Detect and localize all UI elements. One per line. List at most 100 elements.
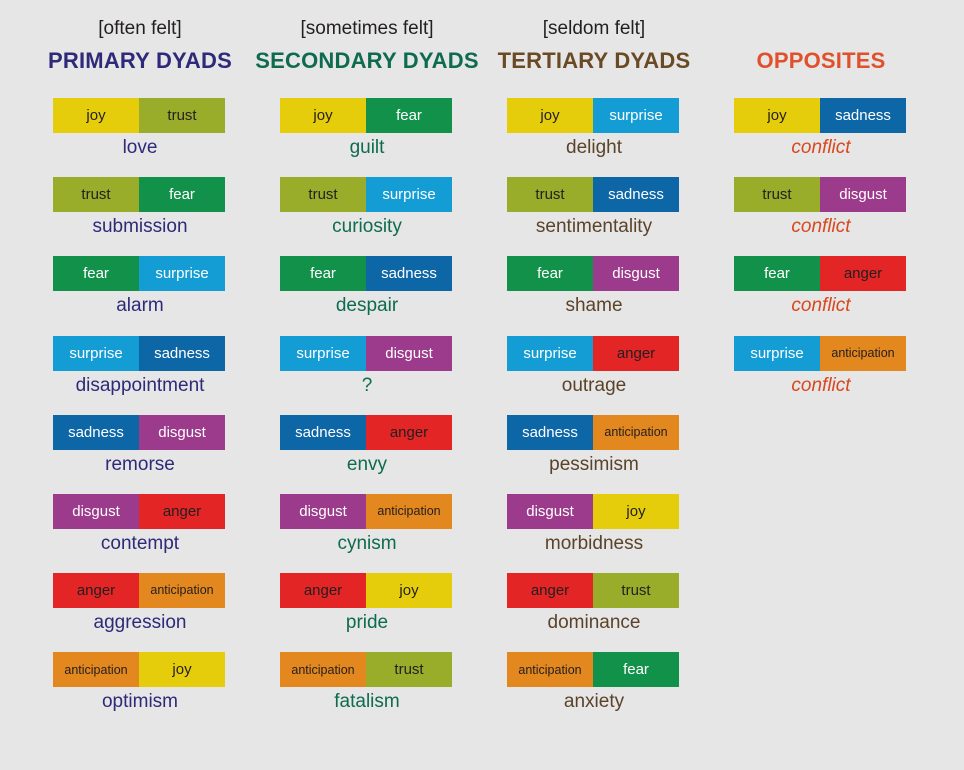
dyad-result-label: alarm: [116, 295, 164, 317]
dyad-pair: sadness anticipation: [507, 414, 679, 450]
emotion-a-chip: disgust: [53, 494, 139, 529]
emotion-b-chip: sadness: [820, 98, 906, 133]
emotion-a-chip: anticipation: [280, 652, 366, 688]
dyad-pair: sadness anger: [280, 414, 452, 450]
dyad-result-label: conflict: [791, 374, 851, 396]
dyad-pair: joy surprise: [507, 98, 679, 133]
emotion-b-chip: joy: [593, 494, 679, 529]
emotion-a-chip: surprise: [53, 335, 139, 371]
dyad-result-label: delight: [566, 137, 622, 158]
emotion-a-chip: trust: [507, 177, 593, 213]
emotion-b-chip: anger: [593, 335, 679, 371]
dyad-result-label: sentimentality: [535, 216, 653, 238]
emotion-b-chip: fear: [366, 98, 452, 133]
emotion-b-chip: sadness: [366, 256, 452, 292]
dyad-pair: surprise sadness: [53, 335, 225, 371]
dyad-pair: anticipation fear: [507, 652, 679, 688]
emotion-b-chip: fear: [139, 177, 225, 213]
dyad-pair: joy sadness: [734, 98, 906, 133]
dyad-result-label: outrage: [561, 374, 627, 396]
emotion-a-chip: sadness: [507, 414, 593, 450]
emotion-a-chip: joy: [734, 98, 820, 133]
emotion-a-chip: disgust: [280, 494, 366, 529]
dyad-pair: trust surprise: [280, 177, 452, 213]
emotion-a-chip: trust: [280, 177, 366, 213]
dyad-pair: surprise anticipation: [734, 335, 906, 371]
emotion-a-chip: anticipation: [507, 652, 593, 688]
dyad-result-label: despair: [335, 295, 399, 317]
emotion-b-chip: joy: [366, 573, 452, 609]
dyad-pair: anticipation trust: [280, 652, 452, 688]
emotion-b-chip: anticipation: [139, 573, 225, 609]
emotion-a-chip: trust: [734, 177, 820, 213]
emotion-b-chip: disgust: [366, 335, 452, 371]
emotion-a-chip: joy: [53, 98, 139, 133]
emotion-a-chip: trust: [53, 177, 139, 213]
emotion-a-chip: fear: [53, 256, 139, 292]
dyad-pair: trust disgust: [734, 177, 906, 213]
dyad-pair: trust sadness: [507, 177, 679, 213]
dyad-result-label: cynism: [337, 533, 397, 554]
emotion-a-chip: fear: [507, 256, 593, 292]
emotion-a-chip: sadness: [280, 414, 366, 450]
dyad-pair: joy fear: [280, 98, 452, 133]
emotion-a-chip: joy: [280, 98, 366, 133]
emotion-a-chip: surprise: [734, 335, 820, 371]
emotion-b-chip: surprise: [139, 256, 225, 292]
dyad-result-label: fatalism: [334, 691, 400, 713]
emotion-b-chip: surprise: [593, 98, 679, 133]
dyad-pair: fear surprise: [53, 256, 225, 292]
dyad-result-label: dominance: [547, 612, 641, 634]
emotion-a-chip: anger: [507, 573, 593, 609]
dyad-result-label: curiosity: [332, 216, 402, 238]
emotion-a-chip: surprise: [507, 335, 593, 371]
dyad-result-label: remorse: [105, 453, 175, 475]
emotion-a-chip: fear: [280, 256, 366, 292]
dyad-result-label: envy: [346, 453, 388, 475]
dyad-pair: anger anticipation: [53, 573, 225, 609]
emotion-b-chip: anticipation: [820, 335, 906, 371]
dyad-pair: disgust anger: [53, 494, 225, 529]
emotion-a-chip: sadness: [53, 414, 139, 450]
emotion-b-chip: anticipation: [366, 494, 452, 529]
dyad-result-label: ?: [361, 374, 373, 396]
dyad-result-label: contempt: [100, 533, 180, 554]
emotion-b-chip: trust: [139, 98, 225, 133]
emotion-b-chip: joy: [139, 652, 225, 688]
dyad-pair: fear sadness: [280, 256, 452, 292]
emotion-b-chip: sadness: [593, 177, 679, 213]
emotion-b-chip: trust: [593, 573, 679, 609]
emotion-a-chip: fear: [734, 256, 820, 292]
emotion-b-chip: disgust: [820, 177, 906, 213]
dyad-pair: trust fear: [53, 177, 225, 213]
emotion-b-chip: disgust: [139, 414, 225, 450]
dyad-result-label: morbidness: [544, 533, 644, 554]
dyad-result-label: pride: [345, 612, 389, 634]
frequency-label: [often felt]: [98, 18, 182, 39]
emotion-b-chip: anger: [139, 494, 225, 529]
dyad-result-label: conflict: [791, 216, 851, 238]
emotion-a-chip: anger: [53, 573, 139, 609]
emotion-b-chip: surprise: [366, 177, 452, 213]
dyad-result-label: shame: [565, 295, 623, 317]
emotion-a-chip: surprise: [280, 335, 366, 371]
emotion-b-chip: anger: [820, 256, 906, 292]
dyad-pair: anticipation joy: [53, 652, 225, 688]
dyad-result-label: conflict: [791, 295, 851, 317]
emotion-a-chip: anticipation: [53, 652, 139, 688]
column-heading: TERTIARY DYADS: [497, 48, 691, 73]
frequency-label: [seldom felt]: [542, 18, 646, 39]
dyad-result-label: pessimism: [549, 453, 639, 475]
dyad-result-label: submission: [92, 216, 188, 238]
dyad-result-label: disappointment: [75, 374, 205, 396]
emotion-b-chip: anticipation: [593, 414, 679, 450]
column-heading: SECONDARY DYADS: [255, 48, 479, 73]
emotion-b-chip: sadness: [139, 335, 225, 371]
emotion-b-chip: trust: [366, 652, 452, 688]
dyad-pair: anger joy: [280, 573, 452, 609]
dyad-pair: disgust anticipation: [280, 494, 452, 529]
frequency-label: [sometimes felt]: [300, 18, 434, 39]
emotion-b-chip: disgust: [593, 256, 679, 292]
dyad-pair: disgust joy: [507, 494, 679, 529]
emotion-a-chip: disgust: [507, 494, 593, 529]
